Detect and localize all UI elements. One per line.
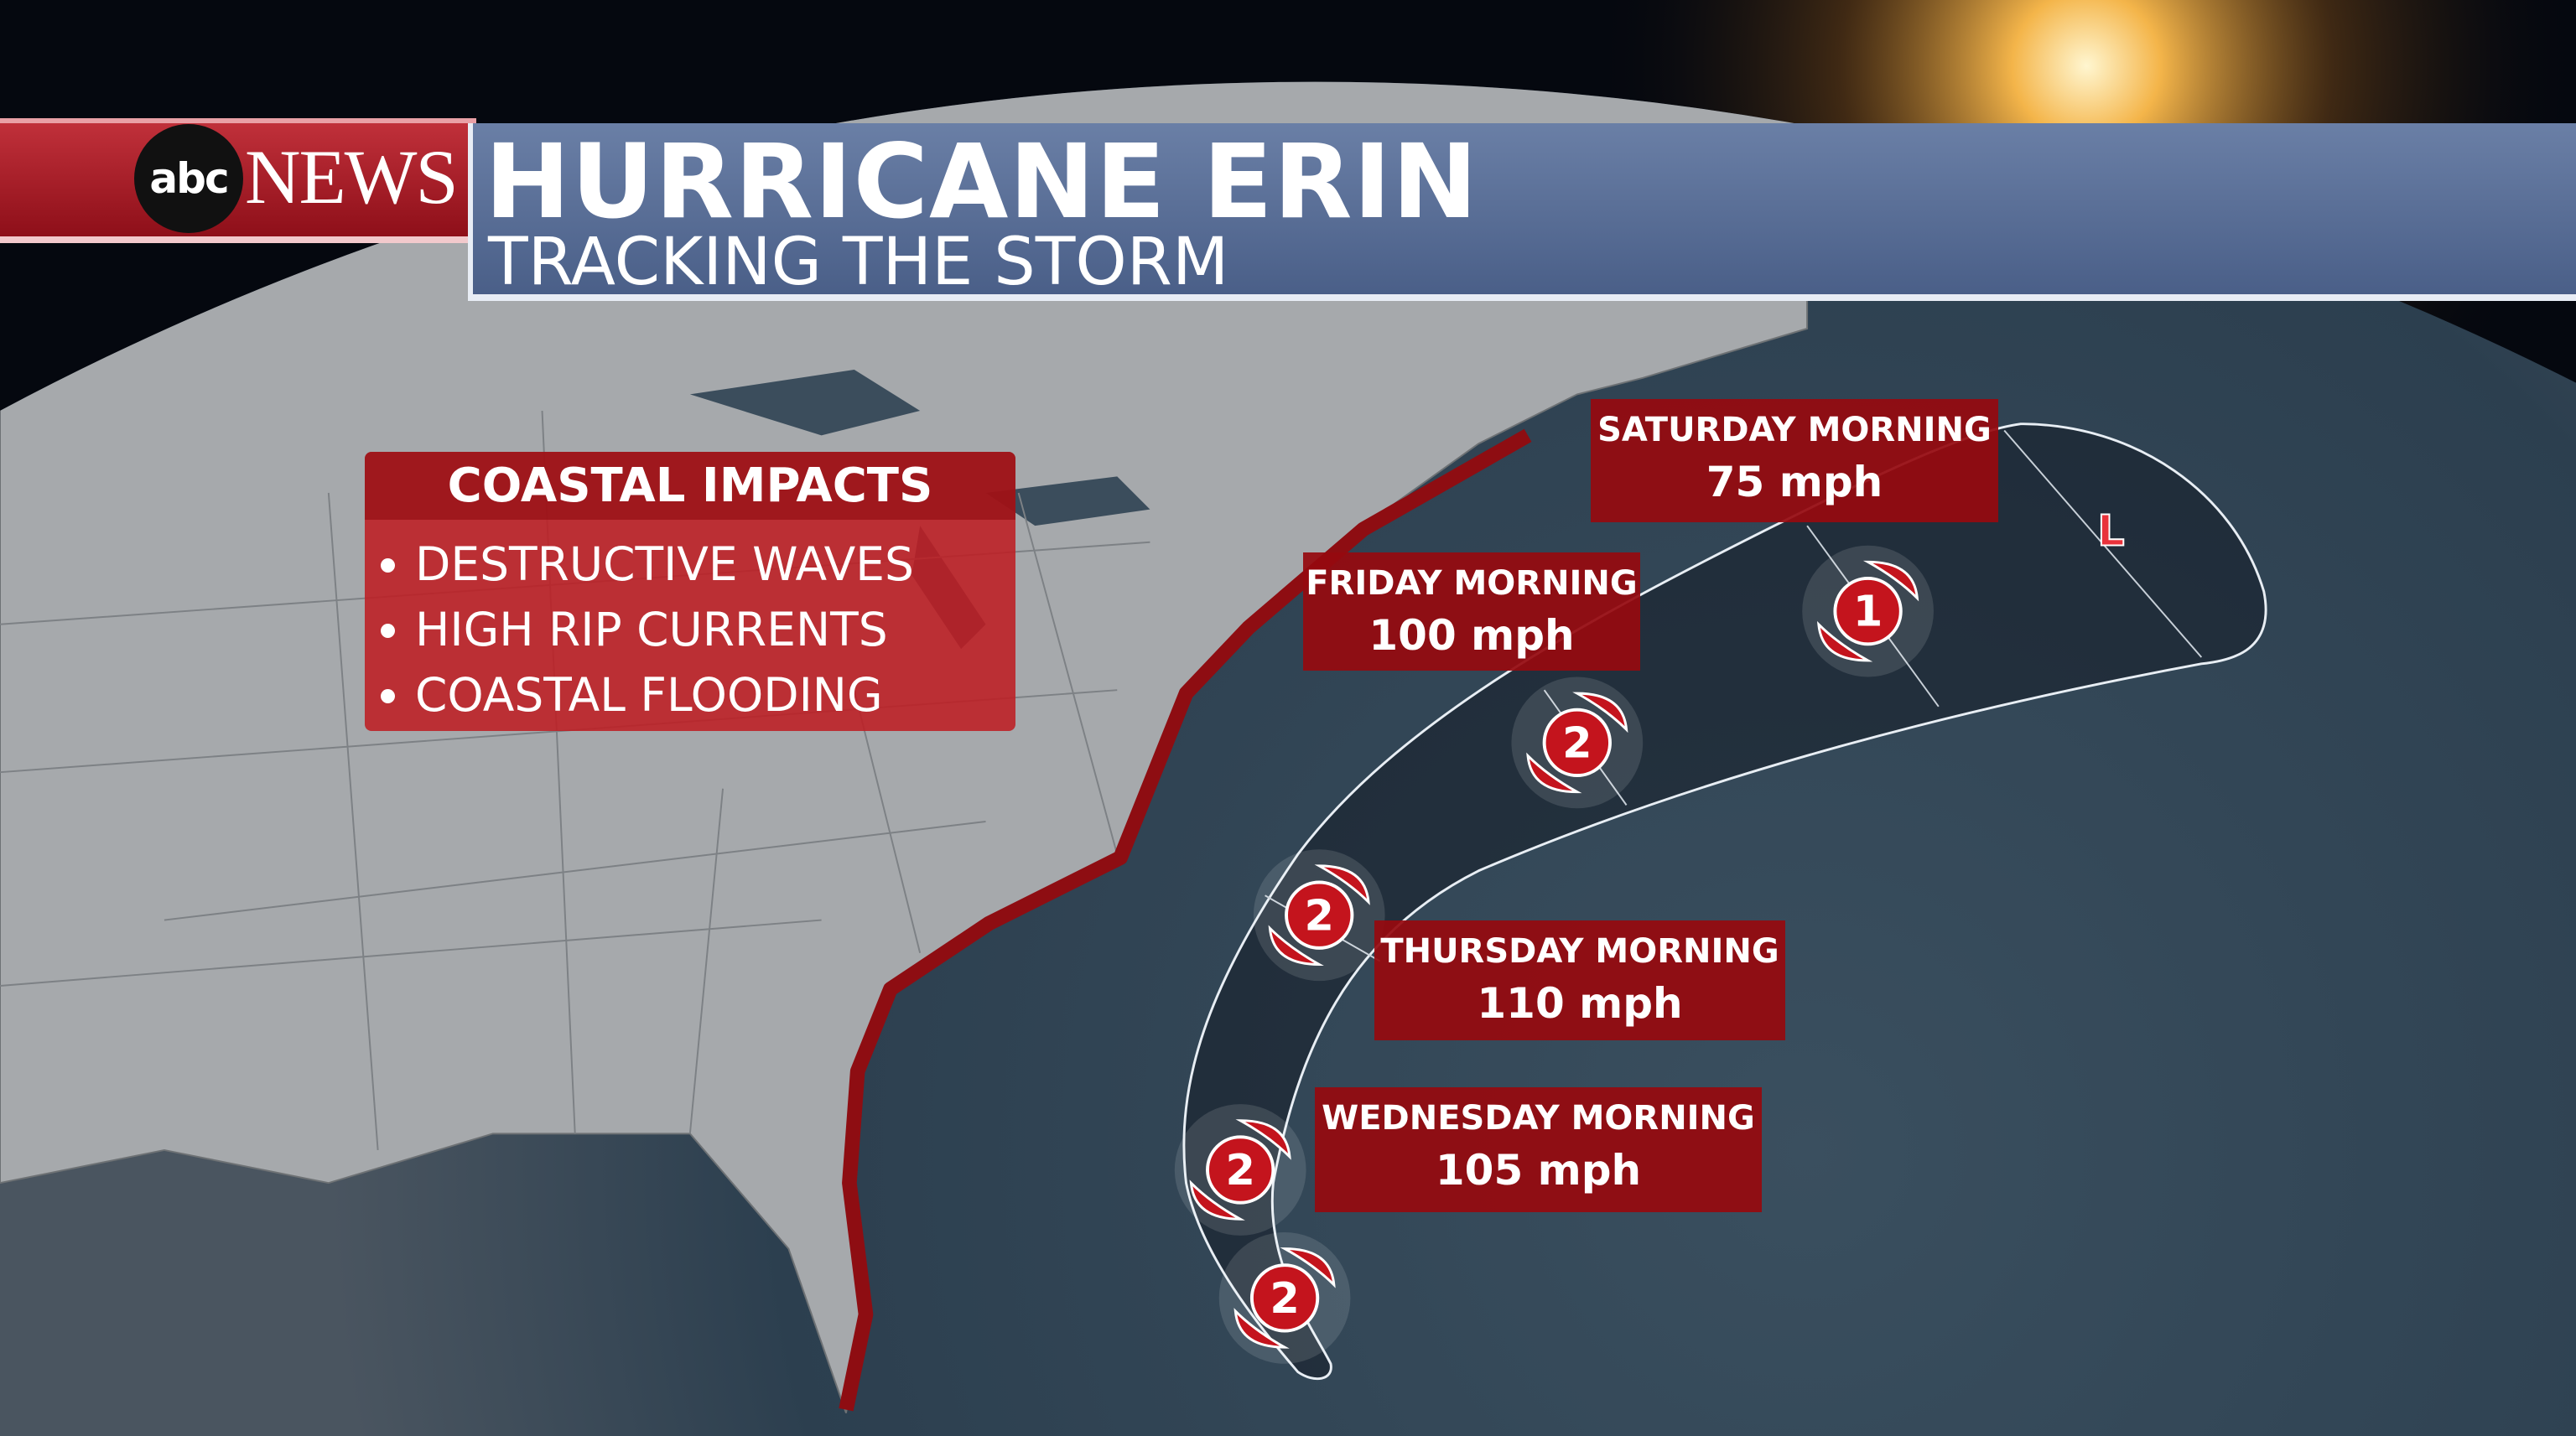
forecast-day: WEDNESDAY MORNING <box>1322 1099 1755 1138</box>
forecast-label-thursday: THURSDAY MORNING 110 mph <box>1374 920 1785 1040</box>
page-subtitle: TRACKING THE STORM <box>488 225 1229 300</box>
hurricane-icon: 1 <box>1802 545 1934 677</box>
coastal-impact-zone <box>839 428 1532 1412</box>
forecast-label-friday: FRIDAY MORNING 100 mph <box>1303 552 1640 671</box>
impact-item: HIGH RIP CURRENTS <box>415 597 990 662</box>
forecast-wind: 100 mph <box>1368 611 1575 660</box>
network-name: NEWS <box>245 134 459 220</box>
impact-item: DESTRUCTIVE WAVES <box>415 531 990 597</box>
hurricane-icon: 2 <box>1218 1231 1351 1364</box>
storm-category-label: 2 <box>1305 891 1334 941</box>
great-lakes <box>689 369 1150 650</box>
abc-logo: abc <box>134 124 243 233</box>
title-banner <box>468 123 2576 301</box>
storm-category-label: L <box>2097 507 2124 557</box>
forecast-cone <box>1182 423 2267 1381</box>
forecast-label-saturday: SATURDAY MORNING 75 mph <box>1591 399 1998 522</box>
forecast-day: THURSDAY MORNING <box>1380 932 1779 971</box>
storm-category-label: 1 <box>1853 588 1883 637</box>
storm-category-label: 2 <box>1270 1274 1299 1324</box>
forecast-wind: 105 mph <box>1435 1146 1642 1195</box>
forecast-wind: 110 mph <box>1477 979 1683 1028</box>
forecast-wind: 75 mph <box>1706 458 1883 506</box>
storm-category-label: 2 <box>1225 1146 1254 1195</box>
forecast-day: FRIDAY MORNING <box>1306 564 1638 603</box>
hurricane-icon: 2 <box>1253 849 1385 982</box>
forecast-day: SATURDAY MORNING <box>1597 411 1992 449</box>
hurricane-icon: 2 <box>1174 1104 1306 1236</box>
forecast-label-wednesday: WEDNESDAY MORNING 105 mph <box>1315 1087 1762 1212</box>
storm-category-label: 2 <box>1562 719 1592 769</box>
page-title: HURRICANE ERIN <box>485 122 1479 241</box>
impact-item: COASTAL FLOODING <box>415 662 990 728</box>
low-pressure-marker: L <box>2096 506 2125 557</box>
coastal-impacts-title: COASTAL IMPACTS <box>365 452 1015 520</box>
hurricane-icon: 2 <box>1511 677 1644 809</box>
coastal-impacts-box: COASTAL IMPACTS DESTRUCTIVE WAVES HIGH R… <box>365 452 1015 731</box>
